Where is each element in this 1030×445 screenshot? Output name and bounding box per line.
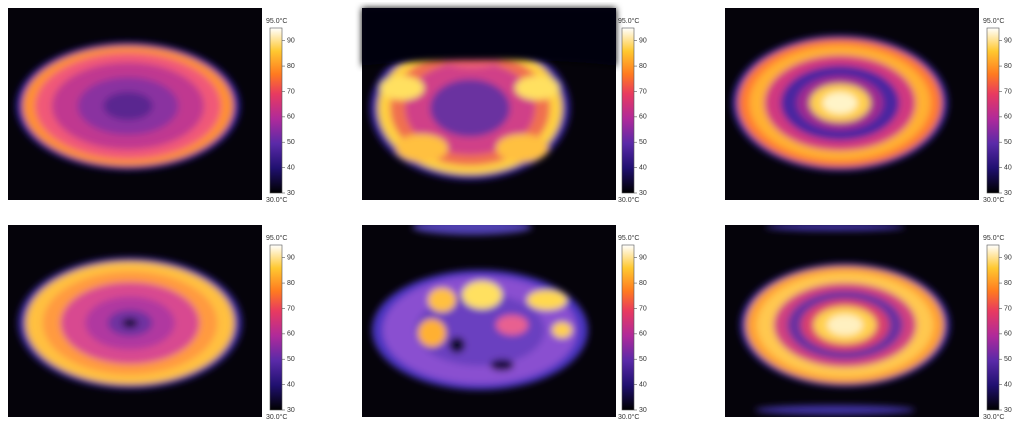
colorbar — [269, 244, 283, 411]
thermal-ring — [827, 314, 863, 336]
colorbar-tick-label: 80 — [287, 63, 295, 70]
thermal-spot — [396, 134, 448, 162]
colorbar — [986, 244, 1000, 411]
colorbar-tick-label: 40 — [287, 164, 295, 171]
colorbar-tick-label: 60 — [639, 114, 647, 121]
thermal-spot — [496, 134, 548, 162]
colorbar-tick-label: 70 — [287, 305, 295, 312]
thermal-spot — [428, 288, 456, 312]
thermal-ring — [415, 294, 545, 366]
colorbar-tick-label: 70 — [1004, 88, 1012, 95]
colorbar — [621, 27, 635, 194]
thermal-ring — [103, 91, 153, 121]
thermal-spot — [449, 337, 465, 353]
colorbar-tick-label: 30 — [639, 190, 647, 197]
colorbar-tick-label: 60 — [1004, 114, 1012, 121]
colorbar-min-label: 30.0°C — [266, 196, 287, 204]
flat-top — [362, 8, 616, 66]
colorbar-tick-label: 30 — [1004, 190, 1012, 197]
colorbar-tick-label: 90 — [287, 38, 295, 45]
colorbar-tick-label: 50 — [1004, 356, 1012, 363]
thermal-spot — [515, 76, 559, 100]
thermal-image — [8, 225, 262, 417]
colorbar-tick-label: 60 — [287, 331, 295, 338]
colorbar-tick-label: 90 — [287, 255, 295, 262]
colorbar-tick-label: 90 — [639, 38, 647, 45]
thermal-spot — [527, 290, 567, 310]
colorbar-max-label: 95.0°C — [618, 17, 639, 25]
colorbar-tick-label: 30 — [639, 407, 647, 414]
colorbar — [269, 27, 283, 194]
colorbar-max-label: 95.0°C — [266, 17, 287, 25]
thermal-spot — [755, 405, 915, 415]
colorbar-tick-label: 70 — [639, 88, 647, 95]
colorbar-tick-label: 90 — [1004, 255, 1012, 262]
thermal-image — [362, 225, 616, 417]
colorbar-tick-label: 50 — [287, 356, 295, 363]
colorbar-max-label: 95.0°C — [266, 234, 287, 242]
thermal-ring — [430, 79, 510, 137]
colorbar-tick-label: 40 — [287, 381, 295, 388]
thermal-spot — [380, 76, 424, 100]
thermal-spot — [490, 359, 514, 371]
colorbar-tick-label: 40 — [639, 164, 647, 171]
colorbar-tick-label: 90 — [639, 255, 647, 262]
colorbar-min-label: 30.0°C — [266, 413, 287, 421]
thermal-ring — [822, 92, 858, 114]
colorbar-tick-label: 50 — [287, 139, 295, 146]
thermal-spot — [496, 315, 528, 335]
colorbar-tick-label: 50 — [1004, 139, 1012, 146]
colorbar-tick-label: 40 — [1004, 164, 1012, 171]
colorbar-tick-label: 30 — [287, 190, 295, 197]
colorbar-min-label: 30.0°C — [618, 196, 639, 204]
thermal-image — [725, 8, 979, 200]
colorbar-tick-label: 80 — [287, 280, 295, 287]
colorbar-tick-label: 80 — [639, 280, 647, 287]
thermal-image — [725, 225, 979, 417]
colorbar-tick-label: 80 — [639, 63, 647, 70]
thermal-spot — [765, 225, 905, 231]
colorbar-tick-label: 60 — [287, 114, 295, 121]
colorbar-tick-label: 50 — [639, 356, 647, 363]
colorbar-max-label: 95.0°C — [983, 234, 1004, 242]
colorbar-max-label: 95.0°C — [618, 234, 639, 242]
thermal-image — [8, 8, 262, 200]
thermal-spot — [418, 319, 446, 347]
colorbar-tick-label: 80 — [1004, 280, 1012, 287]
colorbar-min-label: 30.0°C — [618, 413, 639, 421]
thermal-spot — [412, 225, 532, 235]
colorbar-tick-label: 60 — [639, 331, 647, 338]
colorbar-tick-label: 90 — [1004, 38, 1012, 45]
colorbar-tick-label: 40 — [639, 381, 647, 388]
colorbar-tick-label: 40 — [1004, 381, 1012, 388]
colorbar-tick-label: 30 — [287, 407, 295, 414]
colorbar-min-label: 30.0°C — [983, 413, 1004, 421]
colorbar-tick-label: 70 — [1004, 305, 1012, 312]
colorbar-tick-label: 60 — [1004, 331, 1012, 338]
colorbar — [621, 244, 635, 411]
thermal-spot — [462, 281, 502, 309]
colorbar-max-label: 95.0°C — [983, 17, 1004, 25]
thermal-image — [362, 8, 616, 200]
colorbar-tick-label: 80 — [1004, 63, 1012, 70]
colorbar-tick-label: 70 — [287, 88, 295, 95]
colorbar-tick-label: 70 — [639, 305, 647, 312]
colorbar-tick-label: 30 — [1004, 407, 1012, 414]
colorbar-min-label: 30.0°C — [983, 196, 1004, 204]
colorbar-tick-label: 50 — [639, 139, 647, 146]
thermal-spot — [552, 322, 572, 338]
colorbar — [986, 27, 1000, 194]
thermal-ring — [122, 318, 138, 328]
